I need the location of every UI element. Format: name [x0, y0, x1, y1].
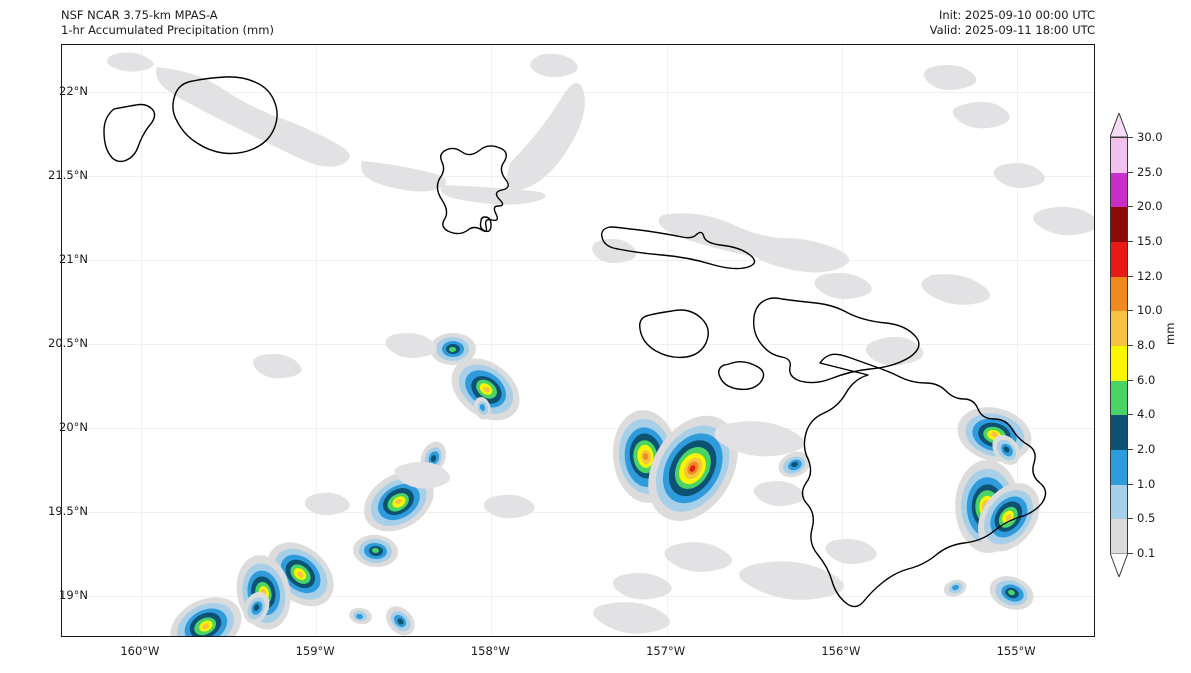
colorbar-tick-label: 2.0: [1137, 442, 1156, 456]
valid-time-label: Valid: 2025-09-11 18:00 UTC: [929, 23, 1095, 37]
longitude-tick-label: 155°W: [996, 644, 1036, 658]
longitude-tick-label: 159°W: [295, 644, 335, 658]
model-name: NSF NCAR 3.75-km MPAS-A: [61, 8, 218, 22]
colorbar-tick-label: 12.0: [1137, 268, 1163, 283]
colorbar-extend-top: [1109, 111, 1129, 138]
gridline-vertical: [666, 45, 668, 636]
colorbar-tick: [1128, 449, 1133, 450]
forecast-time-header: Init: 2025-09-10 00:00 UTC Valid: 2025-0…: [930, 8, 1095, 38]
colorbar[interactable]: 0.1 0.5 1.0 2.0 4.0 6.0 8.0 10.0 12.0 15.0 20.0 25.…: [1109, 111, 1163, 579]
colorbar-tick-label: 25.0: [1137, 164, 1163, 179]
colorbar-tick-label: 6.0: [1137, 372, 1156, 387]
colorbar-band: [1111, 276, 1127, 312]
coastline-molokai: [600, 226, 756, 270]
colorbar-tick-label: 10.0: [1137, 303, 1163, 318]
colorbar-units-label: mm: [1163, 322, 1177, 345]
colorbar-band: [1111, 519, 1127, 554]
colorbar-tick: [1128, 379, 1133, 381]
longitude-tick-label: 158°W: [470, 644, 510, 658]
precipitation-map-plot[interactable]: [61, 44, 1095, 637]
latitude-tick-label: 20°N: [59, 420, 88, 434]
colorbar-bands: [1110, 137, 1128, 554]
island-coastlines: [103, 76, 1047, 608]
colorbar-extend-bottom: [1109, 552, 1129, 579]
model-header: NSF NCAR 3.75-km MPAS-A 1-hr Accumulated…: [61, 8, 274, 38]
colorbar-tick-label: 0.5: [1137, 511, 1156, 526]
colorbar-band: [1111, 345, 1127, 381]
colorbar-tick: [1128, 241, 1133, 242]
colorbar-tick: [1128, 553, 1133, 554]
longitude-tick-label: 160°W: [120, 644, 160, 658]
latitude-tick-label: 19.5°N: [48, 504, 88, 518]
gridline-horizontal: [62, 260, 1094, 262]
colorbar-tick-label: 1.0: [1137, 476, 1156, 491]
colorbar-tick: [1128, 206, 1133, 208]
colorbar-tick: [1128, 414, 1133, 416]
colorbar-band: [1111, 415, 1127, 450]
coastline-maui: [752, 297, 920, 384]
longitude-tick-label: 156°W: [821, 644, 861, 658]
trace-precipitation-layer: [107, 52, 1094, 634]
gridline-horizontal: [62, 344, 1094, 346]
colorbar-band: [1111, 172, 1127, 208]
colorbar-tick: [1128, 345, 1133, 346]
colorbar-band: [1111, 449, 1127, 485]
colorbar-tick: [1128, 310, 1133, 312]
colorbar-tick-label: 0.1: [1137, 546, 1156, 560]
colorbar-band: [1111, 207, 1127, 242]
gridline-horizontal: [62, 512, 1094, 513]
colorbar-tick: [1128, 275, 1133, 277]
coastline-niihau: [103, 103, 156, 163]
gridline-horizontal: [62, 596, 1094, 597]
latitude-tick-label: 20.5°N: [48, 336, 88, 351]
colorbar-band: [1111, 138, 1127, 173]
colorbar-tick-label: 30.0: [1137, 130, 1163, 144]
coastline-kahoolawe: [717, 360, 765, 391]
colorbar-tick: [1128, 171, 1133, 173]
colorbar-band: [1111, 484, 1127, 520]
colorbar-tick-label: 20.0: [1137, 199, 1163, 214]
gridline-vertical: [1017, 45, 1019, 636]
latitude-tick-label: 22°N: [59, 84, 88, 99]
precipitation-contour: [449, 346, 457, 352]
colorbar-tick: [1128, 483, 1133, 485]
gridline-vertical: [491, 45, 493, 636]
gridline-horizontal: [62, 176, 1094, 178]
colorbar-tick: [1128, 137, 1133, 138]
latitude-tick-label: 19°N: [59, 588, 88, 602]
model-field-label: 1-hr Accumulated Precipitation (mm): [61, 23, 274, 37]
coastline-hawaii: [801, 353, 1047, 608]
latitude-tick-label: 21°N: [59, 252, 88, 267]
latitude-tick-label: 21.5°N: [48, 168, 88, 183]
gridline-vertical: [316, 45, 318, 636]
gridline-vertical: [140, 45, 142, 636]
colorbar-tick-label: 4.0: [1137, 407, 1156, 422]
colorbar-band: [1111, 311, 1127, 346]
colorbar-tick-label: 8.0: [1137, 338, 1156, 352]
longitude-tick-label: 157°W: [646, 644, 686, 658]
colorbar-band: [1111, 241, 1127, 277]
coastline-kauai: [172, 76, 278, 155]
gridline-horizontal: [62, 428, 1094, 429]
gridline-vertical: [841, 45, 843, 636]
init-time-label: Init: 2025-09-10 00:00 UTC: [939, 8, 1095, 22]
colorbar-tick: [1128, 518, 1133, 520]
colorbar-band: [1111, 380, 1127, 416]
coastline-lanai: [639, 309, 709, 359]
colorbar-tick-label: 15.0: [1137, 234, 1163, 248]
coastline-oahu: [436, 145, 509, 235]
coastline-oahu-detail: [479, 216, 492, 233]
